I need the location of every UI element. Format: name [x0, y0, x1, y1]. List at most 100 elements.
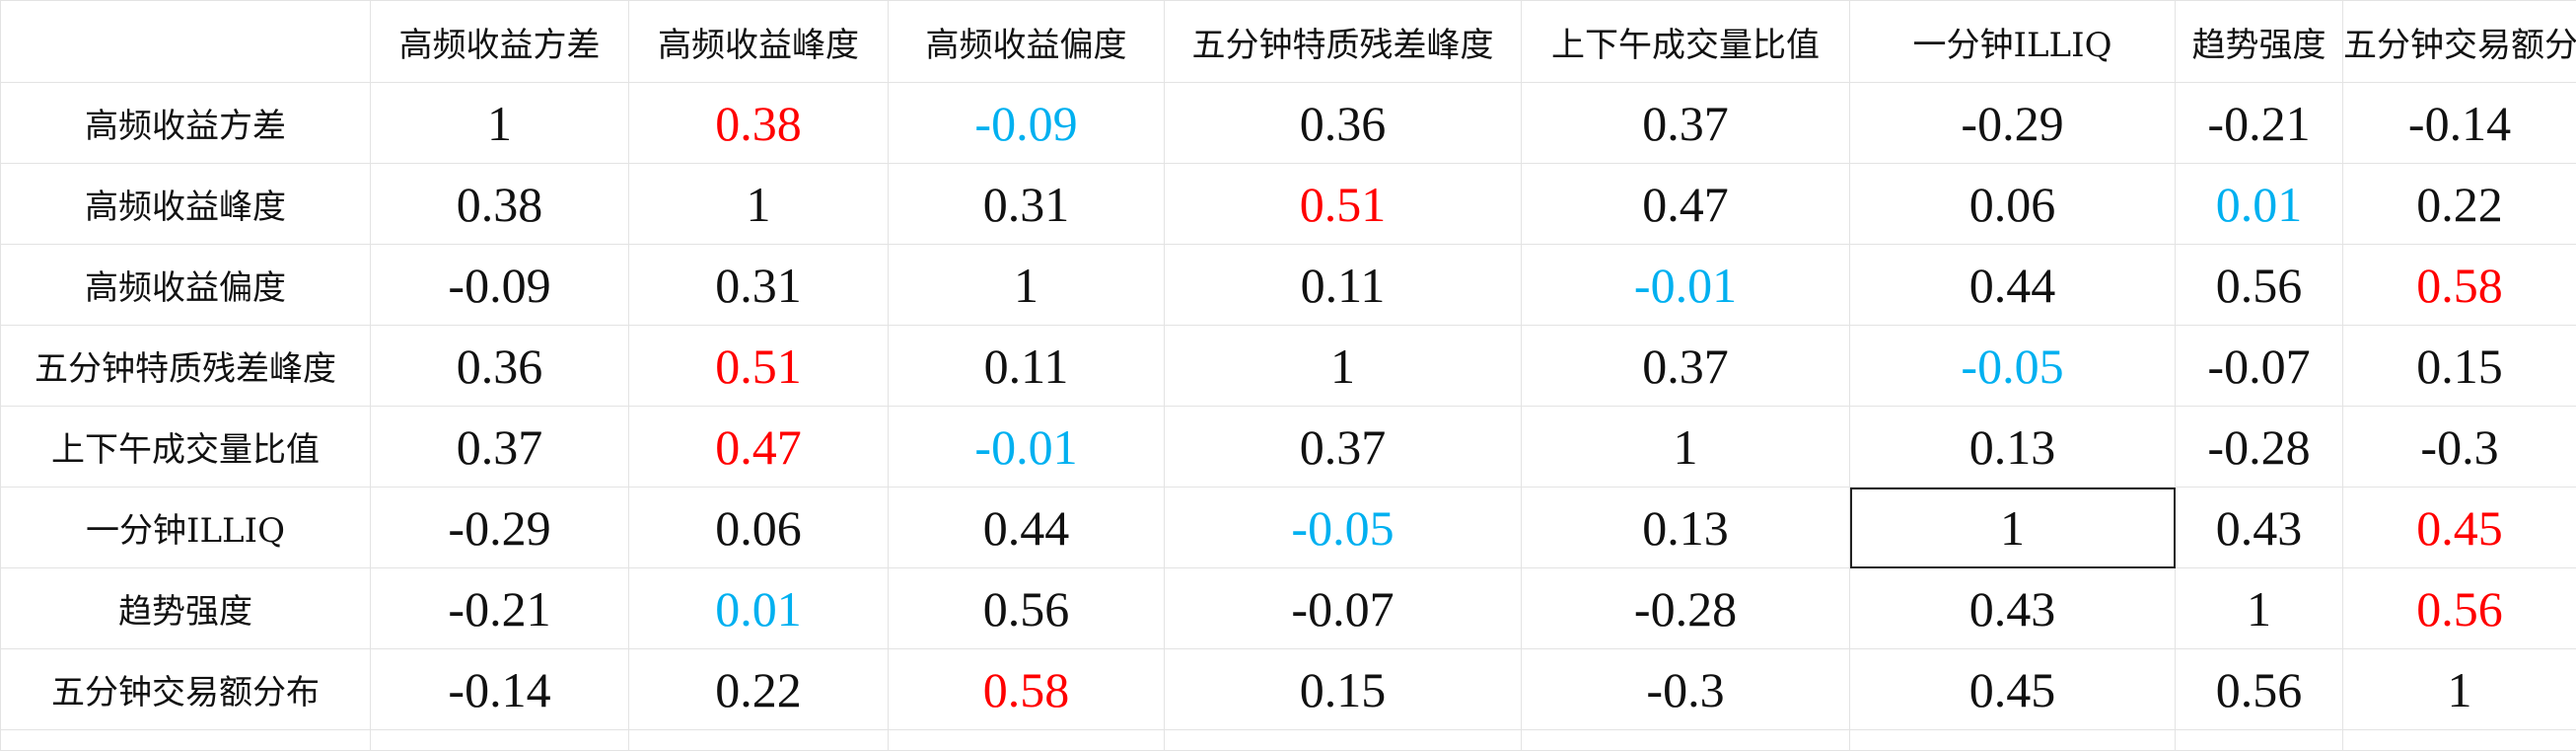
table-cell[interactable]: 0.22	[629, 649, 889, 730]
table-cell[interactable]: -0.01	[889, 407, 1165, 488]
table-cell[interactable]: 0.44	[1850, 245, 2176, 326]
table-cell[interactable]: 0.15	[1165, 649, 1522, 730]
table-cell[interactable]: 0.47	[1522, 164, 1850, 245]
table-cell[interactable]: 0.37	[1522, 83, 1850, 164]
table-cell[interactable]: 0.36	[1165, 83, 1522, 164]
selected-cell[interactable]: 1	[1850, 488, 2176, 568]
table-cell[interactable]: 0.38	[629, 83, 889, 164]
empty-cell[interactable]	[629, 730, 889, 751]
table-cell[interactable]: 0.37	[371, 407, 629, 488]
table-cell[interactable]: 0.56	[2343, 568, 2576, 649]
table-cell[interactable]: 0.56	[889, 568, 1165, 649]
header-row: 高频收益方差 高频收益峰度 高频收益偏度 五分钟特质残差峰度 上下午成交量比值 …	[1, 1, 2576, 83]
table-cell[interactable]: 0.51	[1165, 164, 1522, 245]
table-cell[interactable]: 1	[1165, 326, 1522, 407]
empty-cell[interactable]	[1850, 730, 2176, 751]
table-cell[interactable]: 0.13	[1850, 407, 2176, 488]
column-header[interactable]: 五分钟交易额分布	[2343, 1, 2576, 83]
table-cell[interactable]: 0.56	[2176, 245, 2343, 326]
row-header[interactable]: 五分钟交易额分布	[1, 649, 371, 730]
table-cell[interactable]: 0.58	[889, 649, 1165, 730]
table-cell[interactable]: -0.01	[1522, 245, 1850, 326]
table-cell[interactable]: 0.13	[1522, 488, 1850, 568]
column-header[interactable]: 上下午成交量比值	[1522, 1, 1850, 83]
table-cell[interactable]: 0.37	[1165, 407, 1522, 488]
table-cell[interactable]: 0.06	[1850, 164, 2176, 245]
table-cell[interactable]: -0.28	[2176, 407, 2343, 488]
table-cell[interactable]: -0.14	[2343, 83, 2576, 164]
table-cell[interactable]: -0.14	[371, 649, 629, 730]
table-cell[interactable]: -0.21	[371, 568, 629, 649]
row-header[interactable]: 高频收益方差	[1, 83, 371, 164]
empty-cell[interactable]	[1165, 730, 1522, 751]
table-cell[interactable]: 1	[371, 83, 629, 164]
empty-cell[interactable]	[2176, 730, 2343, 751]
row-header[interactable]: 高频收益峰度	[1, 164, 371, 245]
table-cell[interactable]: -0.05	[1165, 488, 1522, 568]
table-cell[interactable]: 0.11	[1165, 245, 1522, 326]
table-cell[interactable]: 0.44	[889, 488, 1165, 568]
table-cell[interactable]: -0.29	[371, 488, 629, 568]
table-cell[interactable]: 0.43	[2176, 488, 2343, 568]
table-cell[interactable]: 0.43	[1850, 568, 2176, 649]
table-cell[interactable]: 0.11	[889, 326, 1165, 407]
empty-cell[interactable]	[1, 730, 371, 751]
row-header[interactable]: 五分钟特质残差峰度	[1, 326, 371, 407]
table-cell[interactable]: 1	[629, 164, 889, 245]
table-cell[interactable]: -0.3	[1522, 649, 1850, 730]
table-cell[interactable]: -0.07	[2176, 326, 2343, 407]
table-cell[interactable]: 0.01	[2176, 164, 2343, 245]
empty-cell[interactable]	[2343, 730, 2576, 751]
table-cell[interactable]: 0.38	[371, 164, 629, 245]
empty-cell[interactable]	[889, 730, 1165, 751]
column-header[interactable]: 高频收益偏度	[889, 1, 1165, 83]
row-header[interactable]: 高频收益偏度	[1, 245, 371, 326]
table-cell[interactable]: 0.45	[2343, 488, 2576, 568]
table-cell[interactable]: 0.56	[2176, 649, 2343, 730]
empty-cell[interactable]	[371, 730, 629, 751]
table-cell[interactable]: -0.05	[1850, 326, 2176, 407]
column-header[interactable]: 高频收益峰度	[629, 1, 889, 83]
table-cell[interactable]: -0.29	[1850, 83, 2176, 164]
table-cell[interactable]: 1	[2176, 568, 2343, 649]
table-cell[interactable]: 0.01	[629, 568, 889, 649]
row-header[interactable]: 上下午成交量比值	[1, 407, 371, 488]
column-header[interactable]: 五分钟特质残差峰度	[1165, 1, 1522, 83]
table-cell[interactable]: 0.15	[2343, 326, 2576, 407]
table-cell[interactable]: 0.31	[629, 245, 889, 326]
table-cell[interactable]: 1	[889, 245, 1165, 326]
row-header[interactable]: 一分钟ILLIQ	[1, 488, 371, 568]
corner-cell[interactable]	[1, 1, 371, 83]
column-header[interactable]: 一分钟ILLIQ	[1850, 1, 2176, 83]
empty-cell[interactable]	[1522, 730, 1850, 751]
table-cell[interactable]: -0.09	[371, 245, 629, 326]
table-cell[interactable]: 0.31	[889, 164, 1165, 245]
table-cell[interactable]: 0.22	[2343, 164, 2576, 245]
table-cell[interactable]: -0.07	[1165, 568, 1522, 649]
table-cell[interactable]: -0.21	[2176, 83, 2343, 164]
table-cell[interactable]: -0.28	[1522, 568, 1850, 649]
table-cell[interactable]: 0.36	[371, 326, 629, 407]
table-cell[interactable]: 0.37	[1522, 326, 1850, 407]
table-cell[interactable]: -0.3	[2343, 407, 2576, 488]
table-cell[interactable]: 1	[2343, 649, 2576, 730]
row-header[interactable]: 趋势强度	[1, 568, 371, 649]
column-header[interactable]: 高频收益方差	[371, 1, 629, 83]
table-cell[interactable]: 0.45	[1850, 649, 2176, 730]
table-cell[interactable]: -0.09	[889, 83, 1165, 164]
table-cell[interactable]: 0.51	[629, 326, 889, 407]
table-cell[interactable]: 1	[1522, 407, 1850, 488]
column-header[interactable]: 趋势强度	[2176, 1, 2343, 83]
table-cell[interactable]: 0.47	[629, 407, 889, 488]
table-cell[interactable]: 0.06	[629, 488, 889, 568]
table-cell[interactable]: 0.58	[2343, 245, 2576, 326]
